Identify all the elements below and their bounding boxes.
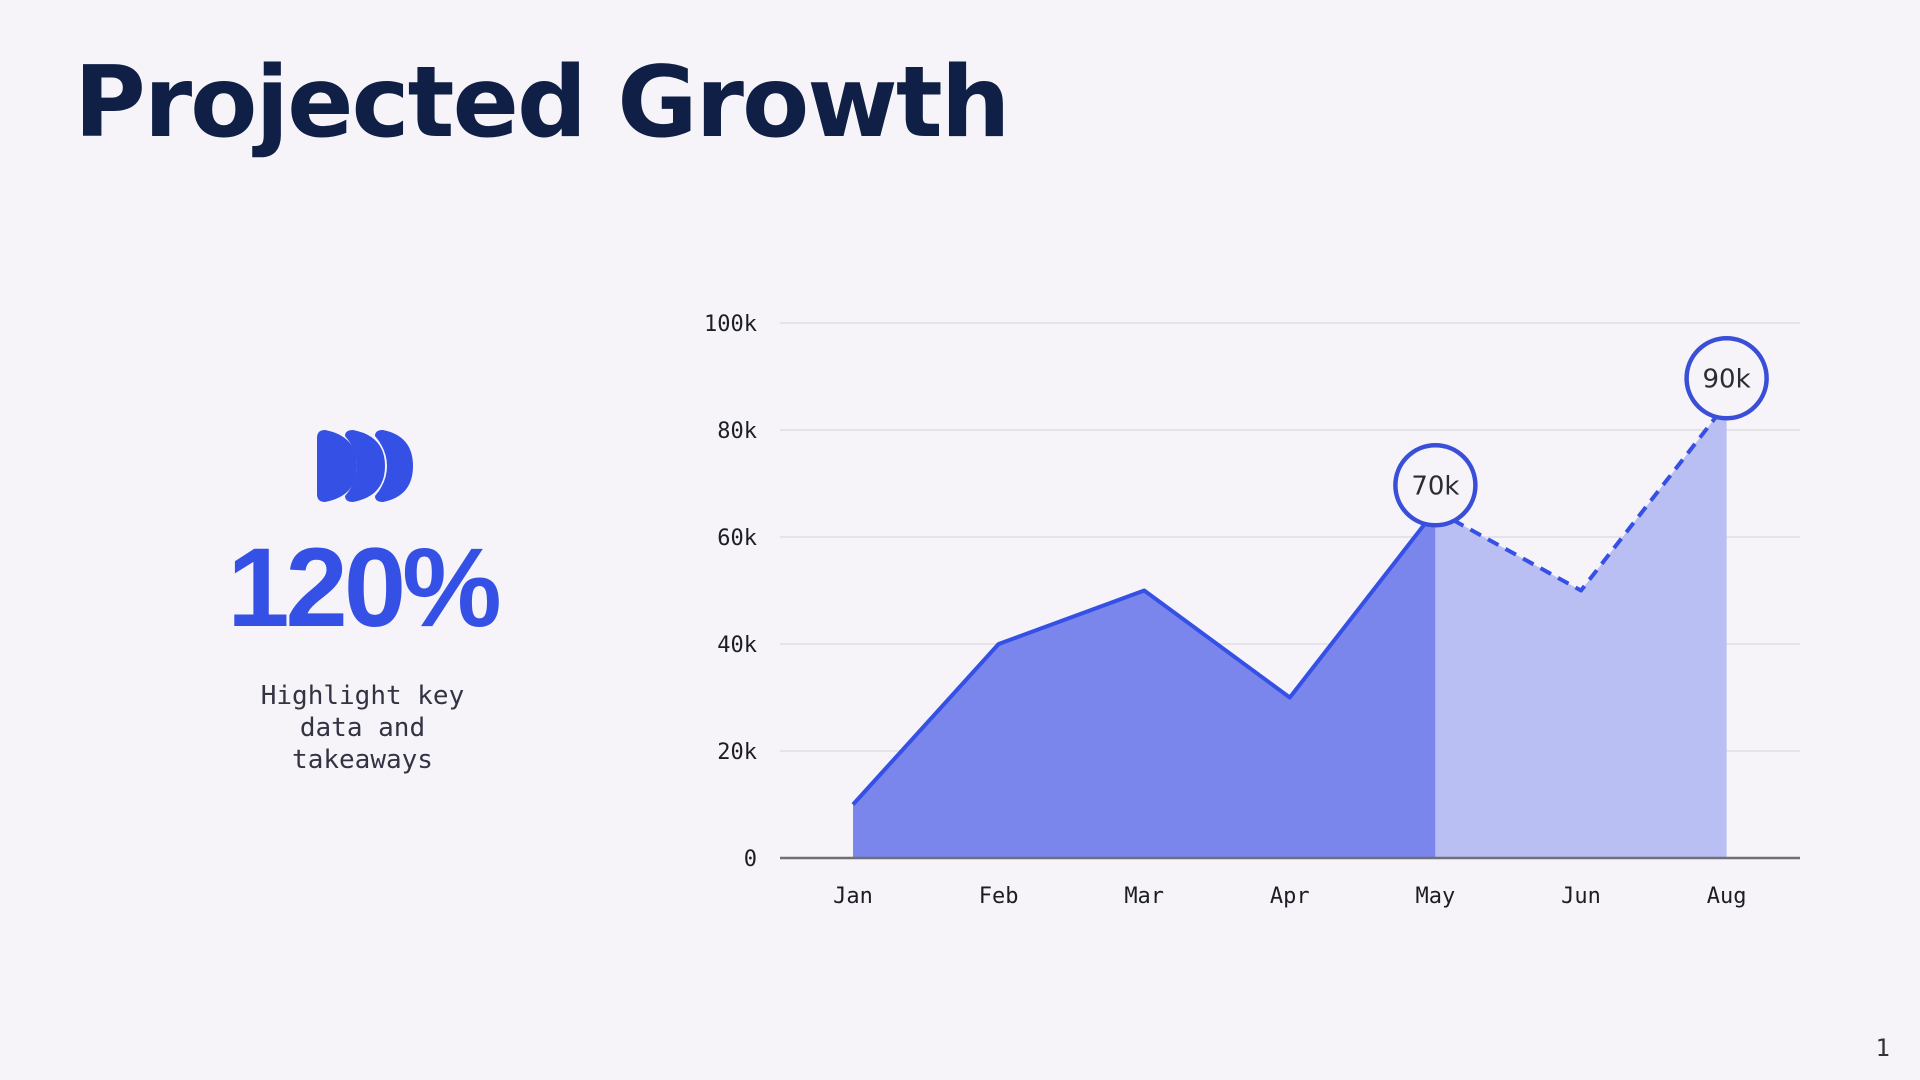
- chart-areas: [853, 403, 1727, 858]
- stat-value: 120%: [227, 525, 501, 650]
- y-tick-label: 0: [744, 847, 757, 872]
- slide-title: Projected Growth: [74, 46, 1010, 160]
- y-tick-label: 20k: [717, 740, 757, 765]
- projected-line: [1434, 402, 1729, 593]
- y-tick-label: 80k: [717, 419, 757, 444]
- highlight-stat: 120% Highlight key data and takeaways: [160, 430, 565, 776]
- chart-callouts: 70k 90k: [1393, 336, 1769, 528]
- x-tick-label: Aug: [1707, 884, 1747, 909]
- value-callout-label: 70k: [1411, 471, 1459, 501]
- x-tick-label: Apr: [1270, 884, 1310, 909]
- actual-line: [851, 509, 1437, 806]
- y-tick-label: 60k: [717, 526, 757, 551]
- value-callout-label: 90k: [1703, 364, 1751, 394]
- x-tick-label: Mar: [1124, 884, 1164, 909]
- x-tick-label: Feb: [979, 884, 1019, 909]
- y-tick-label: 100k: [704, 312, 757, 337]
- value-callout-circle: [1393, 443, 1478, 528]
- value-callout-circle: [1684, 336, 1769, 421]
- projected-area: [1435, 403, 1727, 858]
- chart-lines: [851, 402, 1729, 806]
- y-tick-label: 40k: [717, 633, 757, 658]
- x-tick-label: Jun: [1561, 884, 1601, 909]
- x-tick-label: May: [1416, 884, 1456, 909]
- chart-tick-labels: 0 20k 40k 60k 80k 100k Jan Feb Mar Apr May Jun Aug: [704, 312, 1746, 909]
- triple-chevron-icon: [316, 430, 413, 502]
- x-tick-label: Jan: [833, 884, 873, 909]
- actual-area: [853, 510, 1436, 858]
- page-number: 1: [1875, 1034, 1890, 1062]
- stat-caption: Highlight key data and takeaways: [260, 681, 465, 775]
